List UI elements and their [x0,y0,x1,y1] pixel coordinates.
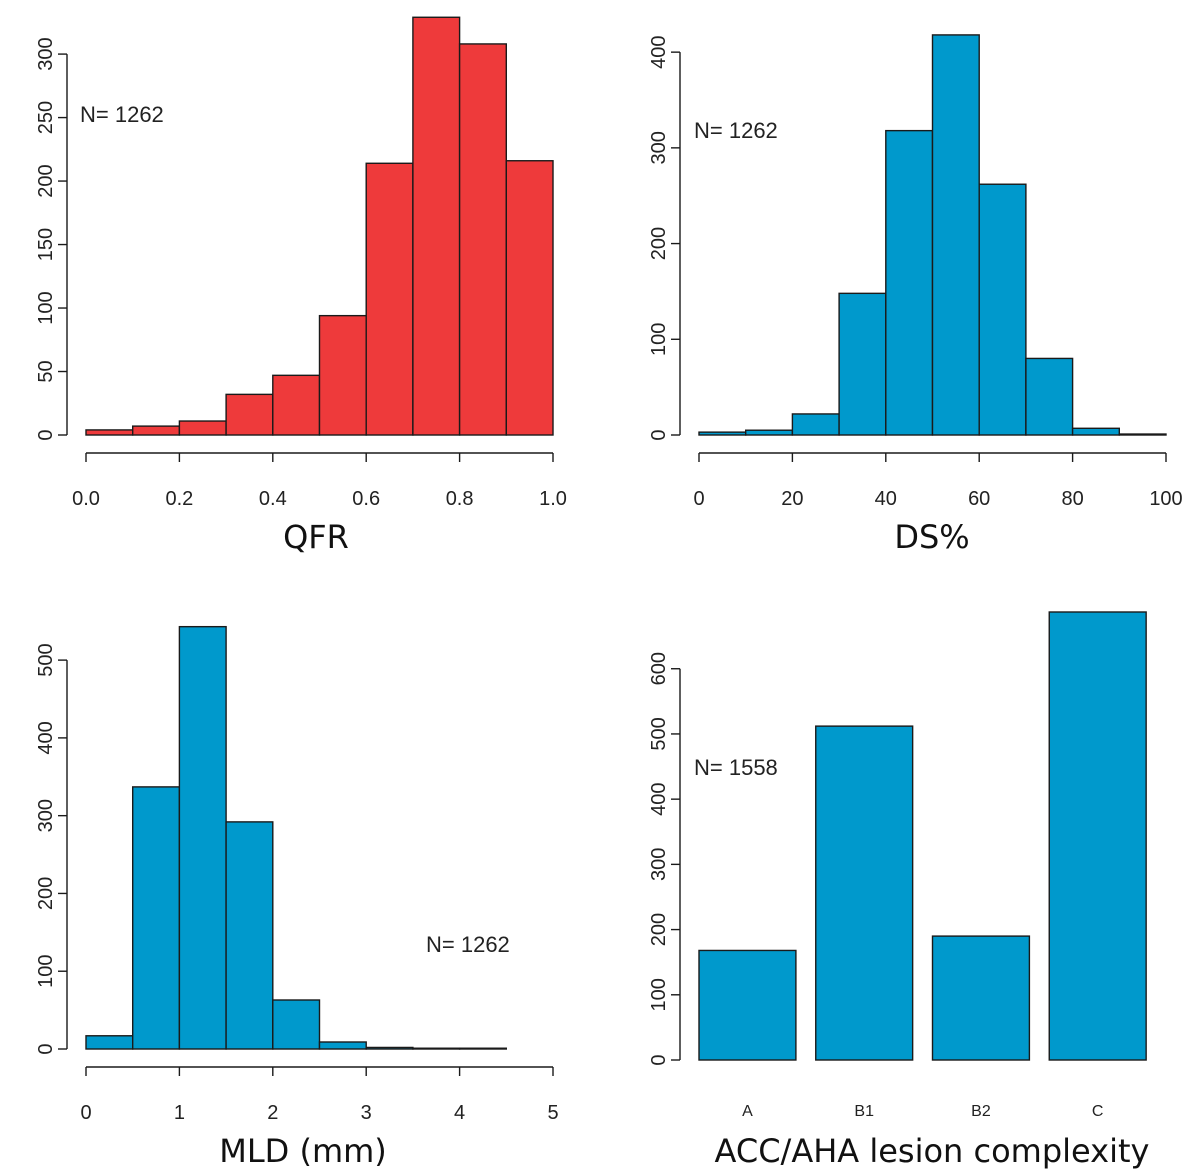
lesion-y-tick-label: 300 [648,848,670,881]
ds-bar [978,183,1027,436]
qfr-y-tick-label: 100 [35,291,57,324]
qfr-x-tick-label: 0.8 [446,488,474,510]
qfr-y-tick-label: 200 [35,164,57,197]
lesion-y-tick-label: 500 [648,717,670,750]
ds-histogram-panel: DS% N= 1262 0 100 200 300 400 0 20 40 60 80 100 [648,34,1183,556]
ds-bar [885,129,934,436]
mld-x-tick-label: 0 [80,1102,91,1124]
ds-bar [1071,427,1120,436]
lesion-category-label: A [742,1103,753,1120]
qfr-bar [178,420,227,436]
qfr-bar [318,314,367,436]
lesion-y-tick-label: 600 [648,652,670,685]
ds-x-tick-label: 20 [781,488,803,510]
mld-y-tick-label: 400 [35,721,57,754]
lesion-x-axis-label: ACC/AHA lesion complexity [715,1132,1150,1170]
mld-y-tick-label: 200 [35,877,57,910]
mld-bar [318,1041,367,1050]
mld-y-tick-label: 0 [35,1043,57,1054]
ds-y-tick-label: 0 [648,429,670,440]
qfr-x-tick-label: 0.4 [259,488,287,510]
ds-bar [791,413,840,436]
lesion-y-tick-label: 100 [648,978,670,1011]
mld-x-tick-label: 3 [361,1102,372,1124]
qfr-x-tick-label: 0.0 [72,488,100,510]
lesion-y-tick-label: 0 [648,1054,670,1065]
mld-bar [85,1035,134,1050]
qfr-y-tick-label: 300 [35,37,57,70]
qfr-x-axis-label: QFR [283,518,349,556]
lesion-category-label: B2 [971,1103,991,1120]
mld-bar [458,1047,508,1050]
qfr-bar [412,16,461,436]
qfr-y-tick-label: 150 [35,228,57,261]
ds-bar [1118,433,1167,436]
qfr-n-annotation: N= 1262 [80,102,164,127]
qfr-bar [365,162,414,436]
mld-x-axis-label: MLD (mm) [219,1132,387,1170]
ds-bar [698,431,747,436]
ds-y-tick-label: 400 [648,35,670,68]
ds-y-tick-label: 100 [648,323,670,356]
lesion-bar [1048,611,1147,1061]
lesion-bar [698,949,797,1061]
mld-x-tick-label: 1 [174,1102,185,1124]
mld-y-tick-label: 300 [35,799,57,832]
qfr-bar [272,374,321,436]
lesion-bar [931,935,1031,1061]
mld-bar [178,625,227,1050]
ds-bar [838,292,887,436]
qfr-bar [505,160,554,436]
mld-histogram-panel: MLD (mm) N= 1262 0 100 200 300 400 500 0 1 2 3 4 5 [35,625,559,1170]
mld-y-tick-label: 100 [35,955,57,988]
qfr-bar [85,429,134,436]
lesion-complexity-barplot-panel: ACC/AHA lesion complexity N= 1558 0 100 20… [648,611,1150,1170]
qfr-y-tick-label: 0 [35,429,57,440]
lesion-n-annotation: N= 1558 [694,755,778,780]
ds-x-tick-label: 60 [968,488,990,510]
mld-n-annotation: N= 1262 [426,932,510,957]
qfr-histogram-panel: QFR N= 1262 0 50 100 150 200 250 300 0.0 0.2 0.4 0… [35,16,567,556]
ds-y-tick-label: 200 [648,227,670,260]
mld-x-tick-label: 2 [267,1102,278,1124]
qfr-x-tick-label: 0.6 [352,488,380,510]
mld-x-tick-label: 5 [547,1102,558,1124]
mld-bar [131,786,181,1050]
mld-bar [272,999,321,1050]
ds-bar [1025,357,1074,436]
ds-bar [931,34,980,436]
qfr-y-tick-label: 50 [35,360,57,382]
ds-x-tick-label: 100 [1149,488,1182,510]
lesion-y-tick-label: 200 [648,913,670,946]
ds-bar [745,429,794,436]
mld-bar [365,1046,414,1050]
ds-x-tick-label: 0 [693,488,704,510]
ds-x-tick-label: 80 [1061,488,1083,510]
ds-n-annotation: N= 1262 [694,118,778,143]
lesion-y-tick-label: 400 [648,782,670,815]
mld-bar [412,1047,461,1050]
qfr-y-tick-label: 250 [35,101,57,134]
mld-x-tick-label: 4 [454,1102,465,1124]
lesion-category-label: B1 [854,1103,874,1120]
ds-y-tick-label: 300 [648,131,670,164]
qfr-bar [225,393,274,436]
lesion-bar [815,725,914,1061]
ds-x-axis-label: DS% [894,518,969,556]
mld-bar [225,821,274,1050]
qfr-x-tick-label: 1.0 [539,488,567,510]
ds-x-tick-label: 40 [875,488,897,510]
lesion-category-label: C [1092,1103,1104,1120]
qfr-bar [131,425,181,436]
mld-y-tick-label: 500 [35,643,57,676]
qfr-x-tick-label: 0.2 [165,488,193,510]
qfr-bar [458,43,508,436]
